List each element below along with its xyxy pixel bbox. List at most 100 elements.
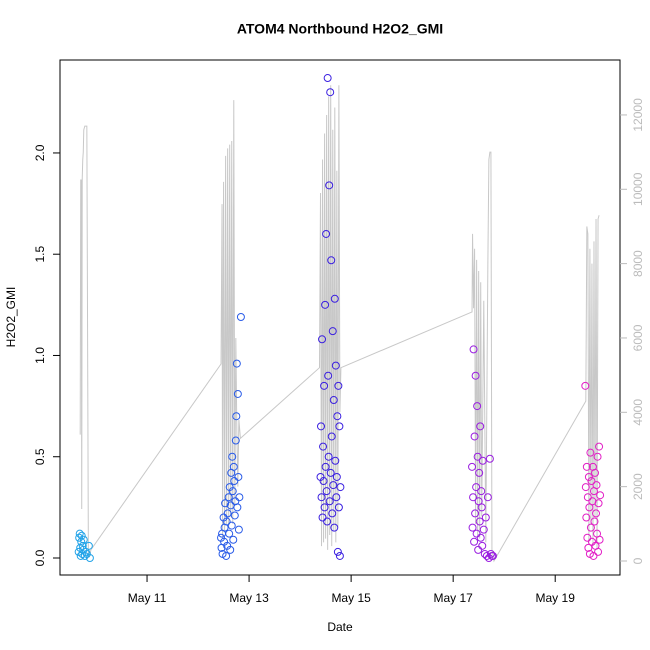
x-axis-title: Date: [327, 620, 353, 634]
y-axis-title: H2O2_GMI: [4, 287, 18, 348]
data-point: [477, 503, 486, 512]
data-point: [322, 229, 331, 238]
data-point: [334, 381, 343, 390]
data-point: [323, 74, 332, 83]
y2-tick-label: 10000: [631, 172, 645, 206]
data-point: [233, 503, 242, 512]
data-point: [479, 525, 488, 534]
data-point: [583, 533, 592, 542]
y2-tick-label: 8000: [631, 250, 645, 277]
data-point: [477, 487, 486, 496]
data-point: [333, 547, 342, 556]
data-point: [319, 442, 328, 451]
data-point: [595, 442, 604, 451]
data-point: [324, 371, 333, 380]
data-point: [481, 513, 490, 522]
altitude-line: [79, 85, 600, 563]
data-point: [583, 493, 592, 502]
x-tick-label: May 11: [128, 591, 167, 605]
data-point: [475, 468, 484, 477]
data-point: [318, 513, 327, 522]
data-point: [485, 454, 494, 463]
data-point: [582, 513, 591, 522]
data-point: [482, 551, 491, 560]
data-point: [476, 533, 485, 542]
data-point: [586, 448, 595, 457]
data-point: [321, 300, 330, 309]
data-point: [327, 256, 336, 265]
data-point: [474, 545, 483, 554]
x-tick-label: May 15: [331, 591, 371, 605]
data-point: [584, 472, 593, 481]
data-point: [222, 551, 231, 560]
y2-tick-label: 6000: [631, 324, 645, 351]
data-point: [473, 452, 482, 461]
data-point: [587, 477, 596, 486]
data-point: [322, 487, 331, 496]
y2-tick-label: 2000: [631, 473, 645, 500]
data-point: [332, 472, 341, 481]
data-point: [79, 535, 88, 544]
data-point: [80, 551, 89, 560]
y2-tick-label: 12000: [631, 98, 645, 132]
data-point: [320, 381, 329, 390]
data-point: [468, 523, 477, 532]
data-point: [75, 529, 84, 538]
data-point: [325, 181, 334, 190]
data-point: [591, 468, 599, 477]
data-point: [584, 543, 593, 552]
data-point: [335, 422, 344, 431]
data-point: [469, 345, 478, 354]
data-point: [325, 497, 334, 506]
data-point: [229, 535, 238, 544]
data-point: [594, 499, 603, 508]
data-point: [227, 521, 236, 530]
data-point: [78, 541, 87, 550]
data-point: [228, 487, 237, 496]
data-point: [474, 497, 483, 506]
y-tick-label: 0.0: [33, 549, 47, 566]
data-point: [581, 381, 590, 390]
data-point: [77, 537, 86, 546]
data-point: [328, 327, 337, 336]
data-point: [225, 529, 234, 538]
data-point: [326, 468, 335, 477]
data-point: [329, 396, 338, 405]
data-point: [594, 547, 603, 556]
data-point: [488, 551, 497, 560]
data-point: [581, 483, 590, 492]
data-point: [468, 462, 477, 471]
data-point: [331, 456, 340, 465]
data-point: [592, 481, 601, 490]
data-point: [230, 477, 239, 486]
data-point: [85, 553, 94, 562]
data-point: [582, 462, 591, 471]
data-point: [330, 294, 339, 303]
data-point: [318, 335, 327, 344]
data-point: [323, 517, 332, 526]
x-tick-label: May 19: [536, 591, 576, 605]
data-point: [221, 499, 230, 508]
data-point: [232, 359, 241, 368]
data-point: [483, 493, 492, 502]
data-point: [592, 509, 601, 518]
y-tick-label: 2.0: [33, 144, 47, 161]
data-point: [77, 531, 86, 540]
data-point: [328, 509, 337, 518]
data-point: [226, 545, 235, 554]
data-point: [471, 509, 480, 518]
data-point: [317, 422, 326, 431]
data-point: [585, 503, 594, 512]
data-point: [472, 483, 481, 492]
data-point: [234, 525, 243, 534]
data-point: [224, 493, 233, 502]
data-point: [232, 412, 241, 421]
data-point: [472, 529, 481, 538]
y-tick-label: 0.5: [33, 448, 47, 465]
data-point: [331, 361, 340, 370]
data-point: [222, 517, 231, 526]
data-point: [470, 432, 479, 441]
x-tick-label: May 13: [229, 591, 269, 605]
data-point: [480, 549, 489, 558]
